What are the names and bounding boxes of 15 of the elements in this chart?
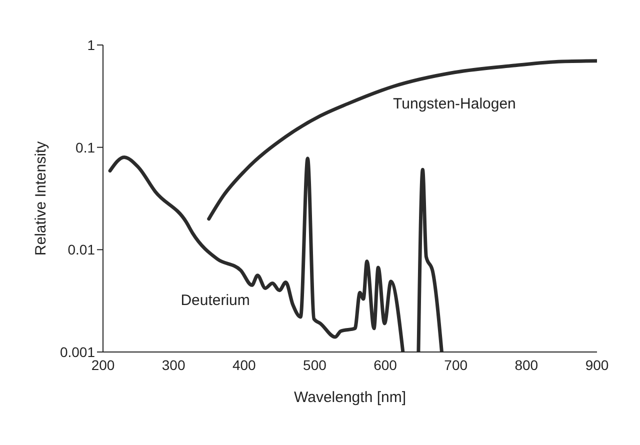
x-tick-label: 700 <box>444 356 468 373</box>
y-axis-title: Relative Intensity <box>32 140 50 256</box>
x-axis-title: Wavelength [nm] <box>294 389 406 406</box>
x-tick-label: 300 <box>162 356 186 373</box>
x-tick-label: 800 <box>514 356 538 373</box>
line-series <box>207 59 597 221</box>
x-tick-label: 500 <box>303 356 327 373</box>
y-tick-label: 1 <box>87 36 96 53</box>
x-tick-label: 600 <box>374 356 398 373</box>
y-tick-label: 0.1 <box>76 139 96 156</box>
x-tick-label: 900 <box>585 356 609 373</box>
y-tick-label: 0.01 <box>68 242 96 258</box>
x-tick-label: 400 <box>232 356 256 373</box>
series-label: Tungsten-Halogen <box>393 96 516 113</box>
series-label: Deuterium <box>180 292 250 310</box>
